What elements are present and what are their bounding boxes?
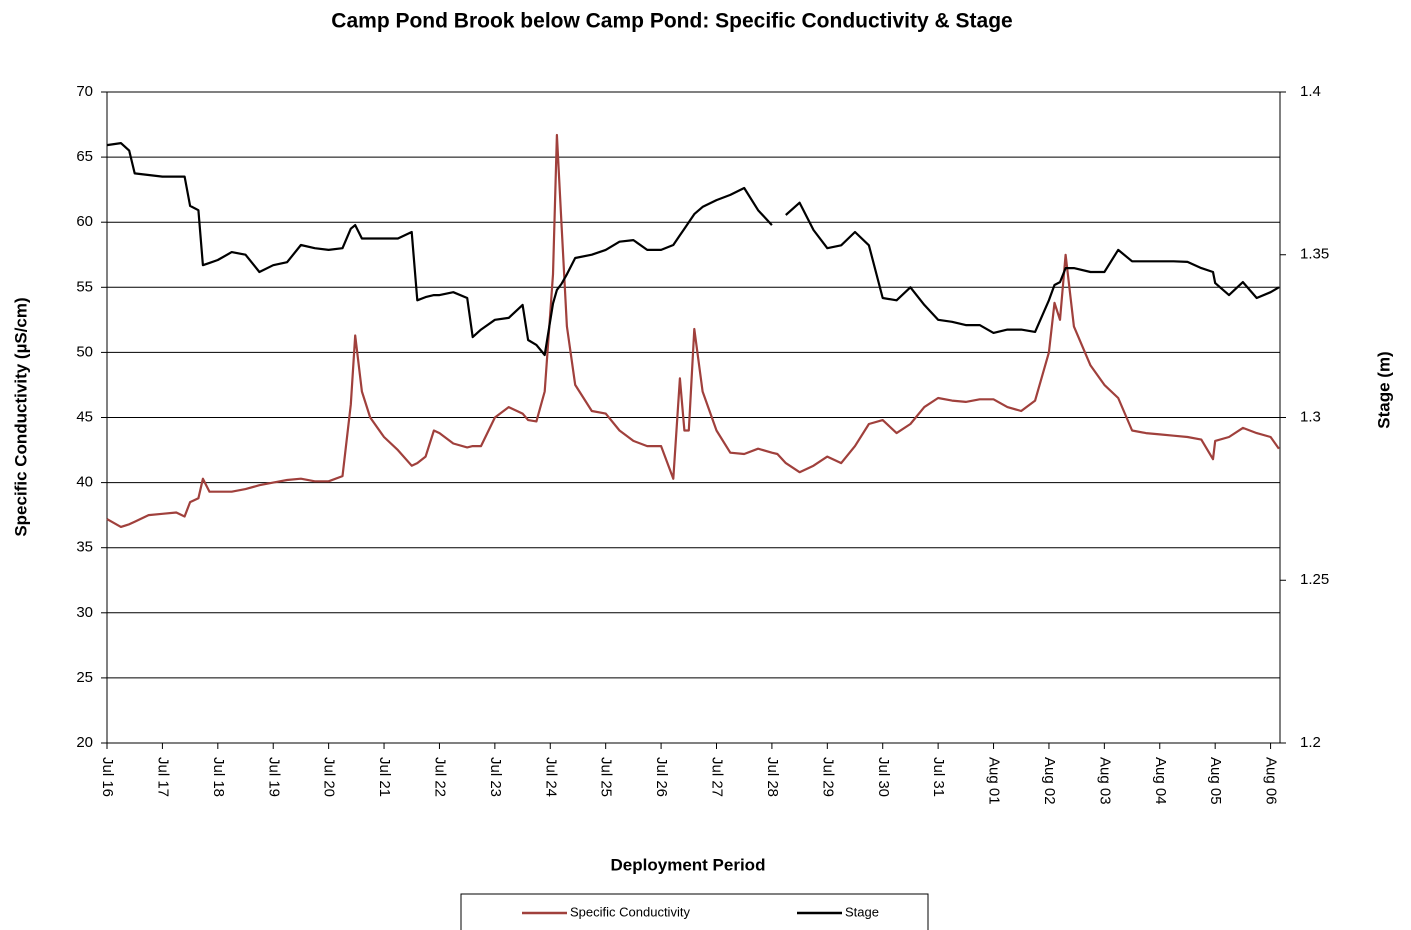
y-tick-label: 70	[76, 83, 93, 100]
x-tick-label: Aug 03	[1096, 757, 1113, 805]
x-tick-label: Jul 31	[930, 757, 947, 797]
x-tick-label: Jul 18	[210, 757, 227, 797]
x-tick-label: Jul 22	[431, 757, 448, 797]
x-tick-label: Jul 23	[487, 757, 504, 797]
series-line	[106, 142, 1280, 357]
y-tick-label: 65	[76, 148, 93, 165]
y2-tick-label: 1.4	[1300, 83, 1321, 100]
x-axis-title: Deployment Period	[611, 855, 766, 874]
x-tick-label: Jul 24	[542, 757, 559, 797]
y-axis-title: Specific Conductivity (µS/cm)	[11, 297, 30, 536]
x-tick-label: Aug 02	[1041, 757, 1058, 805]
x-tick-label: Jul 16	[99, 757, 116, 797]
y-tick-label: 35	[76, 539, 93, 556]
y2-axis-title: Stage (m)	[1374, 351, 1393, 428]
legend-label: Specific Conductivity	[570, 904, 690, 919]
chart-title: Camp Pond Brook below Camp Pond: Specifi…	[331, 10, 1012, 33]
legend-label: Stage	[845, 904, 879, 919]
x-tick-label: Jul 26	[653, 757, 670, 797]
y-tick-label: 55	[76, 278, 93, 295]
x-tick-label: Jul 28	[764, 757, 781, 797]
x-tick-label: Jul 25	[598, 757, 615, 797]
y-tick-label: 60	[76, 213, 93, 230]
y-tick-label: 50	[76, 343, 93, 360]
x-tick-label: Jul 19	[265, 757, 282, 797]
y2-tick-label: 1.2	[1300, 734, 1321, 751]
y2-tick-label: 1.25	[1300, 571, 1329, 588]
y-tick-label: 30	[76, 604, 93, 621]
y-tick-label: 40	[76, 474, 93, 491]
y-tick-label: 45	[76, 408, 93, 425]
series-line	[106, 133, 1280, 528]
y-tick-label: 25	[76, 669, 93, 686]
y2-tick-label: 1.35	[1300, 246, 1329, 263]
x-tick-label: Jul 30	[875, 757, 892, 797]
x-tick-label: Jul 21	[376, 757, 393, 797]
x-tick-label: Jul 20	[321, 757, 338, 797]
x-tick-label: Aug 06	[1263, 757, 1280, 805]
y2-tick-label: 1.3	[1300, 408, 1321, 425]
x-tick-label: Aug 01	[986, 757, 1003, 805]
legend-box	[460, 893, 929, 930]
x-tick-label: Jul 17	[154, 757, 171, 797]
x-tick-label: Aug 04	[1152, 757, 1169, 805]
x-tick-label: Aug 05	[1207, 757, 1224, 805]
x-tick-label: Jul 27	[709, 757, 726, 797]
x-tick-label: Jul 29	[819, 757, 836, 797]
y-tick-label: 20	[76, 734, 93, 751]
